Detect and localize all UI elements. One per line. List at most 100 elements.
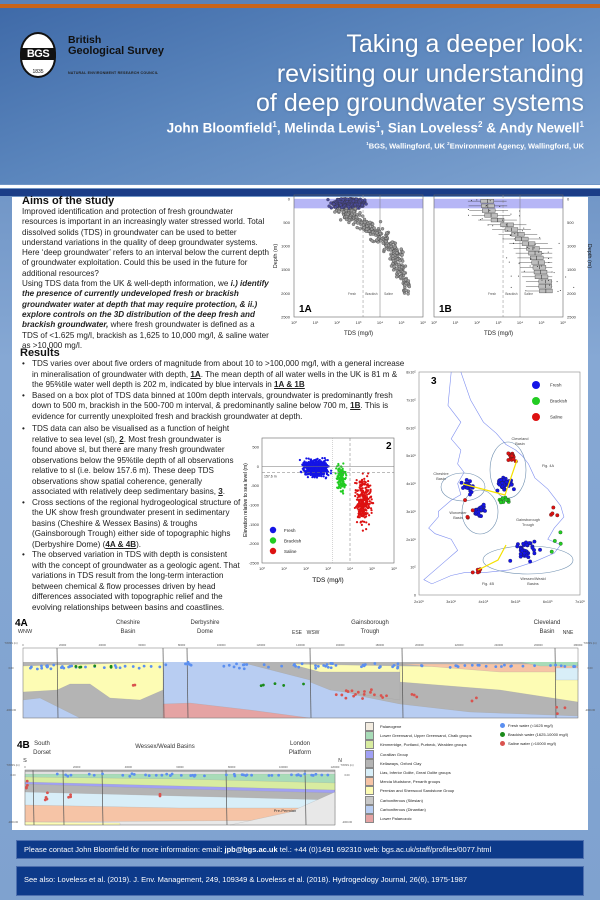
legend-swatch xyxy=(365,768,374,777)
poster-header: BGS 1835 British Geological Survey NATUR… xyxy=(0,8,600,184)
legend-item: Carboniferous (Dinantian) xyxy=(365,804,426,814)
text-segment: Please contact John Bloomfield for more … xyxy=(24,845,220,854)
title-line: of deep groundwater systems xyxy=(256,89,584,117)
legend-swatch xyxy=(365,777,374,787)
text-segment: 3 xyxy=(218,487,223,496)
author-list: John Bloomfield1, Melinda Lewis1, Sian L… xyxy=(167,120,584,136)
text-segment: i.) identify the presence of currently u… xyxy=(22,279,269,330)
legend-label: Carboniferous (Dinantian) xyxy=(380,806,426,812)
text-segment: 1 xyxy=(272,120,277,129)
text-segment: , Melinda Lewis xyxy=(276,120,376,136)
results-section: Results TDS varies over about five order… xyxy=(20,347,405,613)
text-segment: John Bloomfield xyxy=(166,120,273,136)
results-heading: Results xyxy=(20,347,60,359)
text-segment: The observed variation in TDS with depth… xyxy=(32,550,240,612)
legend-label: Lower Greensand, Upper Greensand, Chalk … xyxy=(380,733,472,739)
text-segment: Based on a box plot of TDS data binned a… xyxy=(32,390,393,411)
logo-year: 1835 xyxy=(32,69,44,75)
text-segment: . The mean depth of all water wells in t… xyxy=(32,369,398,390)
legend-swatch xyxy=(365,722,374,731)
water-marker xyxy=(500,732,505,738)
result-bullet: Based on a box plot of TDS data binned a… xyxy=(20,391,405,423)
text-segment: 1 xyxy=(366,141,369,146)
aims-heading: Aims of the study xyxy=(22,195,115,207)
title-line: revisiting our understanding xyxy=(276,59,584,88)
text-segment: 1B xyxy=(350,401,361,410)
text-segment: , Sian Loveless xyxy=(380,120,478,136)
legend-label: Carboniferous (Silesian) xyxy=(380,797,423,803)
legend-label: Kimmeridge, Portland, Purbeck, Wealden g… xyxy=(380,742,467,748)
text-segment: ). xyxy=(136,539,142,549)
legend-swatch xyxy=(365,749,374,759)
legend-swatch xyxy=(365,814,374,823)
legend-item: Kellaways, Oxford Clay xyxy=(365,758,422,768)
water-legend-item: Brackish water (1625-10000 mg/l) xyxy=(500,732,569,738)
legend-item: Carboniferous (Silesian) xyxy=(365,795,423,805)
legend-item: Lower Greensand, Upper Greensand, Chalk … xyxy=(365,731,472,741)
text-segment: tel.: +44 (0)1491 692310 web: bgs.ac.uk/… xyxy=(277,845,492,854)
see-also-box: See also: Loveless et al. (2019). J. Env… xyxy=(16,866,584,896)
result-bullet: The observed variation in TDS with depth… xyxy=(20,550,242,613)
text-segment: & Andy Newell xyxy=(482,120,580,136)
text-segment: 4A & 4B xyxy=(105,539,137,549)
text-segment: 1A & 1B xyxy=(274,380,305,389)
text-segment: . xyxy=(222,487,226,496)
organisation-name: British Geological Survey xyxy=(68,35,164,57)
text-segment: TDS varies over about five orders of mag… xyxy=(32,359,405,379)
legend-item: Palaeogene xyxy=(365,722,401,731)
legend-item: Lower Palaeozoic xyxy=(365,814,412,823)
legend-item: Lias, Inferior Oolite, Great Oolite grou… xyxy=(365,768,451,777)
legend-label: Palaeogene xyxy=(380,724,402,729)
water-legend-item: Saline water (>10000 mg/l) xyxy=(500,741,556,747)
legend-label: Corallian Group xyxy=(380,751,409,757)
aims-text: Improved identification and protection o… xyxy=(22,207,270,351)
text-segment: . This is evidence for currently unexplo… xyxy=(32,401,389,421)
text-segment: Using TDS data from the UK & well-depth … xyxy=(22,279,231,289)
text-segment: where fresh groundwater is defined as a … xyxy=(22,320,269,350)
text-segment: Environment Agency, Wallingford, UK xyxy=(449,141,584,151)
text-segment: 2 xyxy=(447,141,450,146)
water-marker xyxy=(500,741,505,747)
depth-label: 0.00 xyxy=(587,666,593,670)
header-divider xyxy=(0,185,600,188)
legend-swatch xyxy=(365,740,374,750)
text-segment: 2 xyxy=(477,120,483,129)
contact-box: Please contact John Bloomfield for more … xyxy=(16,840,584,859)
text-segment: TDS data can also be visualised as a fun… xyxy=(32,424,230,444)
legend-label: Fresh water (<1625 mg/l) xyxy=(508,723,553,728)
top-accent-bar xyxy=(0,4,600,8)
result-bullet: TDS varies over about five orders of mag… xyxy=(20,359,405,391)
text-segment: 1 xyxy=(579,120,584,129)
see-also-text: See also: Loveless et al. (2019). J. Env… xyxy=(24,875,468,884)
aims-section: Aims of the study Improved identificatio… xyxy=(22,195,270,351)
legend-label: Kellaways, Oxford Clay xyxy=(380,760,422,766)
legend-label: Saline water (>10000 mg/l) xyxy=(508,741,556,746)
text-segment: Improved identification and protection o… xyxy=(22,207,270,278)
legend-label: Lower Palaeozoic xyxy=(380,816,412,821)
affiliations: 1BGS, Wallingford, UK 2Environment Agenc… xyxy=(366,141,584,151)
org-line-1: British xyxy=(68,34,102,46)
header-divider-navy xyxy=(0,189,600,196)
council-name: NATURAL ENVIRONMENT RESEARCH COUNCIL xyxy=(68,71,159,75)
text-segment: . Most fresh groundwater is found above … xyxy=(32,434,234,497)
text-segment: 1 xyxy=(375,120,381,129)
poster-title: Taking a deeper look: revisiting our und… xyxy=(256,30,584,119)
text-segment: 1A xyxy=(190,369,201,379)
text-segment: Cross sections of the regional hydrogeol… xyxy=(32,497,241,549)
legend-label: Mercia Mudstone, Penarth groups xyxy=(380,779,441,785)
legend-swatch xyxy=(365,786,374,796)
legend-label: Brackish water (1625-10000 mg/l) xyxy=(508,732,569,737)
water-legend-item: Fresh water (<1625 mg/l) xyxy=(500,723,553,729)
legend-item: Corallian Group xyxy=(365,749,409,759)
legend-label: Permian and Sherwood Sandstone Group xyxy=(380,788,455,794)
logo-text: BGS xyxy=(22,48,54,60)
legend-item: Kimmeridge, Portland, Purbeck, Wealden g… xyxy=(365,740,467,750)
legend-swatch xyxy=(365,804,374,814)
result-bullet: TDS data can also be visualised as a fun… xyxy=(20,424,242,498)
results-bullets: TDS varies over about five orders of mag… xyxy=(20,359,405,613)
text-segment: BGS, Wallingford, UK xyxy=(368,141,448,151)
legend-swatch xyxy=(365,795,374,805)
title-line: Taking a deeper look: xyxy=(346,30,584,58)
legend-item: Permian and Sherwood Sandstone Group xyxy=(365,786,455,796)
bgs-logo: BGS 1835 xyxy=(20,32,56,78)
